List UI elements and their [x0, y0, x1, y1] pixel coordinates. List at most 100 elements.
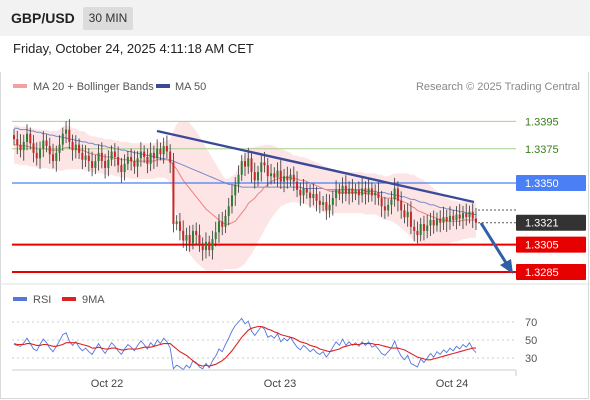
candle [383, 196, 386, 219]
candle-body [374, 192, 377, 196]
candle [61, 127, 64, 151]
candle [211, 230, 214, 260]
chart-frame [0, 72, 589, 399]
candle-body [117, 156, 120, 166]
candle-body [393, 188, 396, 200]
rsi-line [13, 317, 477, 371]
candle [143, 145, 146, 164]
candle-body [113, 151, 116, 157]
candle-body [211, 239, 214, 251]
candle-body [461, 213, 464, 219]
candle [305, 182, 308, 199]
candle [149, 142, 152, 172]
candle-body [237, 174, 240, 185]
candle [175, 215, 178, 231]
candle [387, 198, 390, 217]
rsi-legend-label: RSI [33, 294, 51, 306]
price-levels: 1.3395 1.3375 1.3350 1.3321 1.3305 1.3285 [12, 116, 586, 280]
candle-body [91, 161, 94, 168]
candle [130, 148, 133, 171]
candle-body [58, 144, 61, 153]
candle-body [42, 140, 45, 149]
support-tag [516, 264, 586, 280]
rsi-ma-legend-swatch [62, 297, 76, 301]
candle-body [165, 146, 168, 152]
candle [221, 211, 224, 236]
candle-body [279, 170, 282, 182]
candle-body [409, 211, 412, 227]
rsi-tick-label: 70 [525, 317, 537, 329]
candle [107, 150, 110, 177]
candle [312, 183, 315, 206]
candle-body [169, 151, 172, 163]
candle [351, 179, 354, 203]
candle-body [48, 146, 51, 155]
legend: MA 20 + Bollinger Bands MA 50 Research ©… [13, 81, 580, 93]
candle-body [435, 218, 438, 226]
candle [299, 182, 302, 206]
candle [104, 153, 107, 179]
candle [273, 167, 276, 184]
candle-body [130, 156, 133, 162]
candle [416, 221, 419, 244]
candle-body [29, 133, 32, 144]
candle [185, 227, 188, 252]
candle [435, 212, 438, 232]
candle [81, 144, 84, 170]
level-label: 1.3375 [525, 144, 559, 156]
candle-body [260, 162, 263, 173]
candle [426, 214, 429, 239]
candle-body [74, 144, 77, 151]
candle [39, 141, 42, 169]
candle-body [94, 161, 97, 168]
candle [364, 181, 367, 205]
candle-body [331, 198, 334, 205]
candle [217, 214, 220, 243]
candle [283, 168, 286, 193]
candle [195, 222, 198, 245]
candle [393, 177, 396, 207]
candle [296, 171, 299, 198]
candle [439, 210, 442, 233]
level-label: 1.3321 [525, 218, 559, 230]
candle-body [104, 161, 107, 168]
candle [318, 191, 321, 214]
candle [35, 142, 38, 166]
candle-body [84, 155, 87, 160]
candle-body [156, 148, 159, 159]
candle [19, 134, 22, 158]
candle [309, 184, 312, 208]
candle-body [263, 162, 266, 166]
timeframe-button[interactable]: 30 MIN [83, 7, 133, 30]
level-resistance: 1.3375 [12, 144, 559, 156]
candle [91, 151, 94, 177]
candle [42, 131, 45, 158]
candle-body [445, 217, 448, 222]
candle [465, 203, 468, 226]
candle [240, 154, 243, 181]
candle [32, 134, 35, 163]
candle-body [100, 152, 103, 162]
candle [448, 206, 451, 230]
candle-body [335, 189, 338, 199]
candle [409, 201, 412, 235]
candle-body [380, 198, 383, 207]
candle-body [429, 219, 432, 226]
candle-body [286, 176, 289, 181]
candle-body [123, 163, 126, 173]
candle [94, 154, 97, 175]
candle-body [152, 152, 155, 159]
candle-body [133, 161, 136, 167]
candle-body [97, 152, 100, 162]
candle [224, 209, 227, 233]
forecast-arrow [479, 222, 510, 267]
candle-body [71, 141, 74, 151]
candle-body [45, 140, 48, 147]
ma50-legend-swatch [156, 84, 170, 88]
candle [400, 191, 403, 219]
candle-body [338, 189, 341, 194]
candle-body [68, 129, 71, 142]
candle-body [198, 235, 201, 245]
candle-body [292, 174, 295, 182]
candle [198, 224, 201, 252]
